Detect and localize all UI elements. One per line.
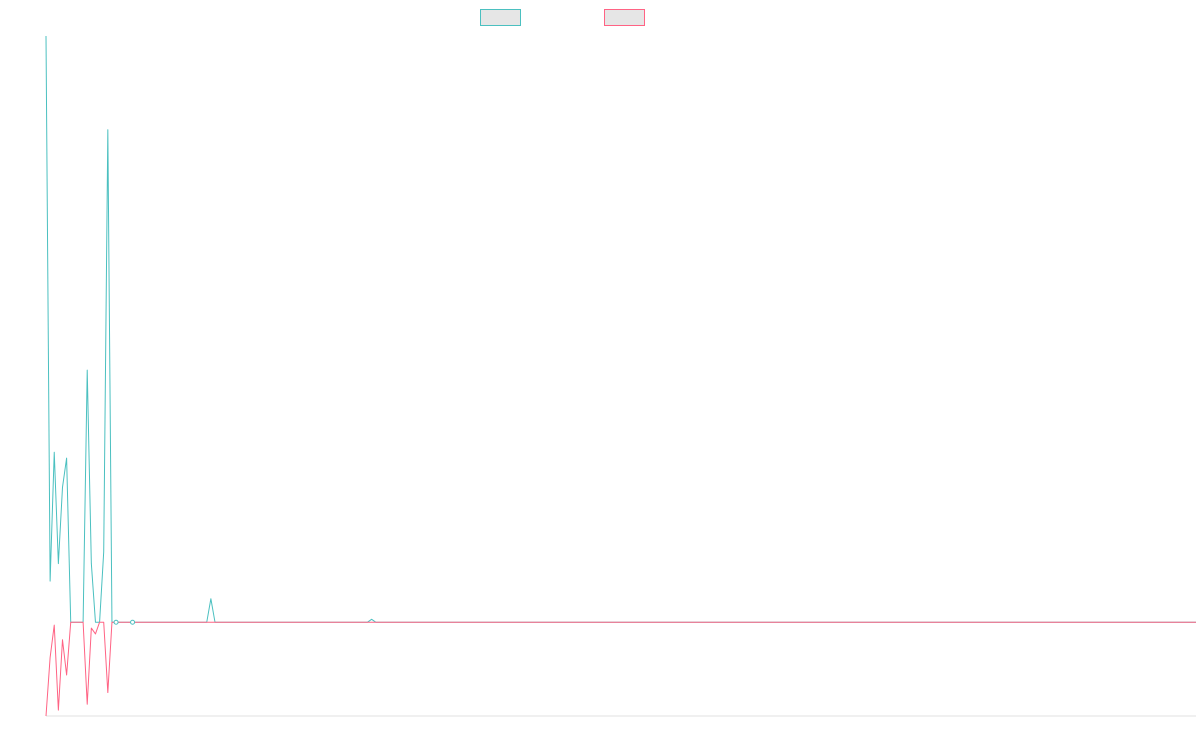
legend [480,9,645,26]
legend-item-2[interactable] [604,9,645,26]
series-2-line [45,621,1196,717]
data-point-marker-2 [130,619,136,625]
series-1-line [45,35,1196,623]
data-point-marker-1 [113,619,119,625]
plot-area [45,35,1196,717]
legend-item-1[interactable] [480,9,521,26]
